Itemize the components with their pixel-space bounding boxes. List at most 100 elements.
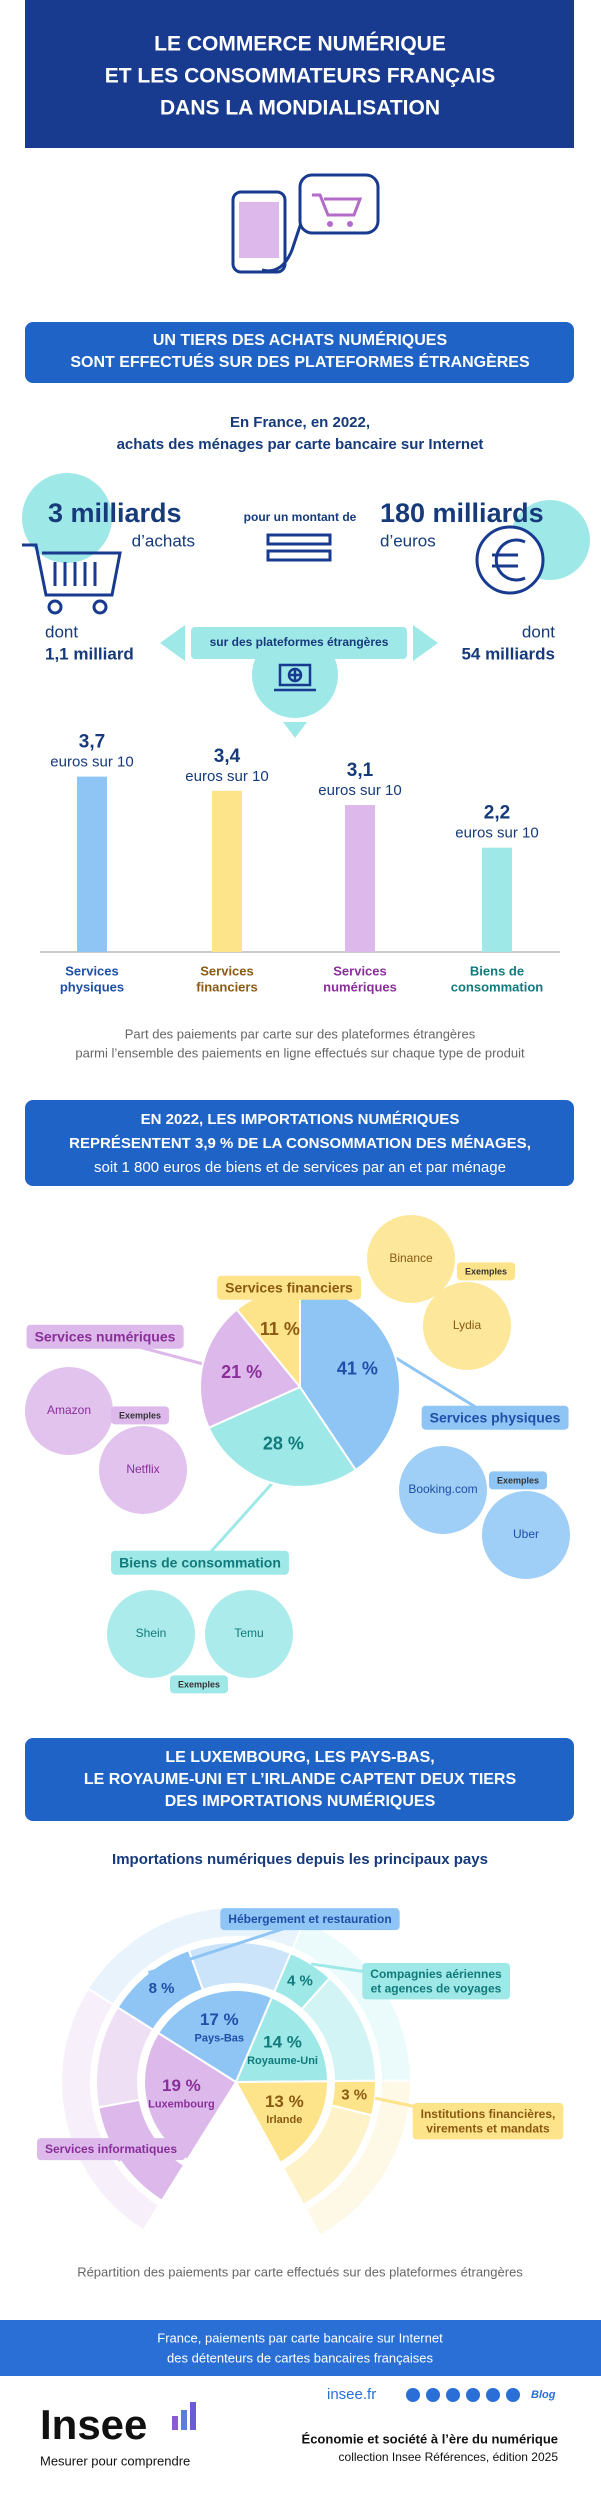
banner-text: DES IMPORTATIONS NUMÉRIQUES xyxy=(165,1791,436,1810)
country-value: 14 % xyxy=(263,2032,302,2051)
category-callout: Services physiques xyxy=(421,1405,569,1430)
examples-tag: Exemples xyxy=(488,1471,548,1490)
logo-bars xyxy=(172,2402,196,2430)
example-name: Temu xyxy=(234,1626,263,1640)
collection-title: Économie et société à l’ère du numérique xyxy=(302,2431,558,2446)
connector: pour un montant de xyxy=(244,510,357,524)
example-bubble xyxy=(205,1590,293,1678)
blog-link[interactable]: Blog xyxy=(531,2389,556,2401)
country-value: 17 % xyxy=(200,2010,239,2029)
banner-text: REPRÉSENTENT 3,9 % DE LA CONSOMMATION DE… xyxy=(69,1135,531,1152)
category-label: numériques xyxy=(323,979,397,994)
category-label: consommation xyxy=(451,979,544,994)
title: LE COMMERCE NUMÉRIQUE xyxy=(154,33,446,56)
value-unit: euros sur 10 xyxy=(185,768,268,785)
banner-text: EN 2022, LES IMPORTATIONS NUMÉRIQUES xyxy=(141,1111,460,1128)
country-name: Royaume-Uni xyxy=(247,2055,318,2067)
sector-callout: Services informatiques xyxy=(36,2138,186,2161)
banner-box xyxy=(25,322,574,383)
arrow xyxy=(413,625,438,661)
example-bubble xyxy=(367,1215,455,1303)
example-name: Binance xyxy=(389,1251,433,1265)
example-bubble xyxy=(107,1590,195,1678)
example-name: Shein xyxy=(136,1626,167,1640)
value-label: 3,1 xyxy=(347,760,374,781)
subtitle: En France, en 2022, xyxy=(230,414,370,431)
slice-label: 21 % xyxy=(221,1362,262,1382)
banner-text: UN TIERS DES ACHATS NUMÉRIQUES xyxy=(153,330,448,349)
examples-tag-text: Exemples xyxy=(178,1679,220,1689)
country-name: Luxembourg xyxy=(148,2098,215,2110)
bar xyxy=(212,790,242,952)
slice-label: 41 % xyxy=(337,1358,378,1378)
platform-label: sur des plateformes étrangères xyxy=(210,635,389,649)
other-sectors-arc xyxy=(281,2104,374,2207)
country-slice xyxy=(234,1995,330,2084)
sector-callout: Hébergement et restauration xyxy=(220,1908,400,1931)
sector-callout-text: et agences de voyages xyxy=(371,1981,502,1995)
value-unit: euros sur 10 xyxy=(318,782,401,799)
country-value: 19 % xyxy=(162,2076,201,2095)
other-sectors-arc xyxy=(304,2079,412,2237)
sector-value: 3 % xyxy=(341,2087,367,2104)
title: DANS LA MONDIALISATION xyxy=(160,97,440,120)
examples-tag: Exemples xyxy=(456,1262,516,1281)
site-link[interactable]: insee.fr xyxy=(327,2386,376,2403)
slice-label: 28 % xyxy=(263,1433,304,1453)
bar xyxy=(345,805,375,952)
leader-line xyxy=(198,1482,274,1566)
key-figure: 180 milliards xyxy=(380,498,544,528)
pie-slice xyxy=(199,1308,302,1430)
category-callout-text: Services physiques xyxy=(430,1410,561,1426)
sector-arc xyxy=(329,2079,377,2117)
banner-text: LE LUXEMBOURG, LES PAYS-BAS, xyxy=(165,1749,434,1766)
example-name: Amazon xyxy=(47,1403,91,1417)
example-name: Booking.com xyxy=(408,1482,477,1496)
category-callout: Biens de consommation xyxy=(111,1550,289,1575)
examples-tag-box xyxy=(169,1675,229,1694)
examples-tag-box xyxy=(456,1262,516,1281)
value-label: 3,7 xyxy=(79,732,105,753)
sector-value: 8 % xyxy=(149,1980,175,1997)
example-name: Lydia xyxy=(453,1318,482,1332)
sector-callout-text: Hébergement et restauration xyxy=(228,1912,391,1926)
category-label: Services xyxy=(65,963,119,978)
sector-callout-text: virements et mandats xyxy=(426,2121,550,2135)
example-bubble xyxy=(25,1367,113,1455)
category-callout-box xyxy=(26,1324,184,1349)
arrow xyxy=(283,722,307,738)
category-callout-box xyxy=(421,1405,569,1430)
collection: collection Insee Références, édition 202… xyxy=(339,2450,559,2464)
country-value: 13 % xyxy=(265,2092,304,2111)
examples-tag-text: Exemples xyxy=(119,1410,161,1420)
sector-callout-text: Compagnies aériennes xyxy=(370,1967,502,1981)
country-slice xyxy=(234,2080,329,2165)
example-bubble xyxy=(423,1282,511,1370)
category-callout-text: Services financiers xyxy=(225,1280,353,1296)
examples-tag-box xyxy=(110,1406,170,1425)
sector-callout-box xyxy=(36,2138,186,2161)
caption: Part des paiements par carte sur des pla… xyxy=(125,1026,476,1041)
social-icons[interactable] xyxy=(406,2388,520,2402)
of-which: dont xyxy=(522,622,555,641)
banner-box xyxy=(25,1738,574,1821)
value-unit: euros sur 10 xyxy=(50,754,133,771)
example-bubble xyxy=(482,1491,570,1579)
sector-arc xyxy=(116,1948,205,2032)
banner-text: soit 1 800 euros de biens et de services… xyxy=(94,1159,506,1176)
country-slice xyxy=(156,1989,274,2084)
example-name: Netflix xyxy=(126,1462,159,1476)
subtitle: Importations numériques depuis les princ… xyxy=(112,1851,488,1868)
sector-value: 4 % xyxy=(287,1973,313,1990)
sector-arc xyxy=(272,1951,332,2011)
value-label: 2,2 xyxy=(484,803,510,824)
sector-callout-box xyxy=(412,2102,564,2140)
example-name: Uber xyxy=(513,1527,539,1541)
example-bubble xyxy=(399,1446,487,1534)
of-which: dont xyxy=(45,622,78,641)
banner-text: SONT EFFECTUÉS SUR DES PLATEFORMES ÉTRAN… xyxy=(70,352,530,371)
tagline: Mesurer pour comprendre xyxy=(40,2453,190,2468)
foreign-figure: 54 milliards xyxy=(461,644,555,663)
